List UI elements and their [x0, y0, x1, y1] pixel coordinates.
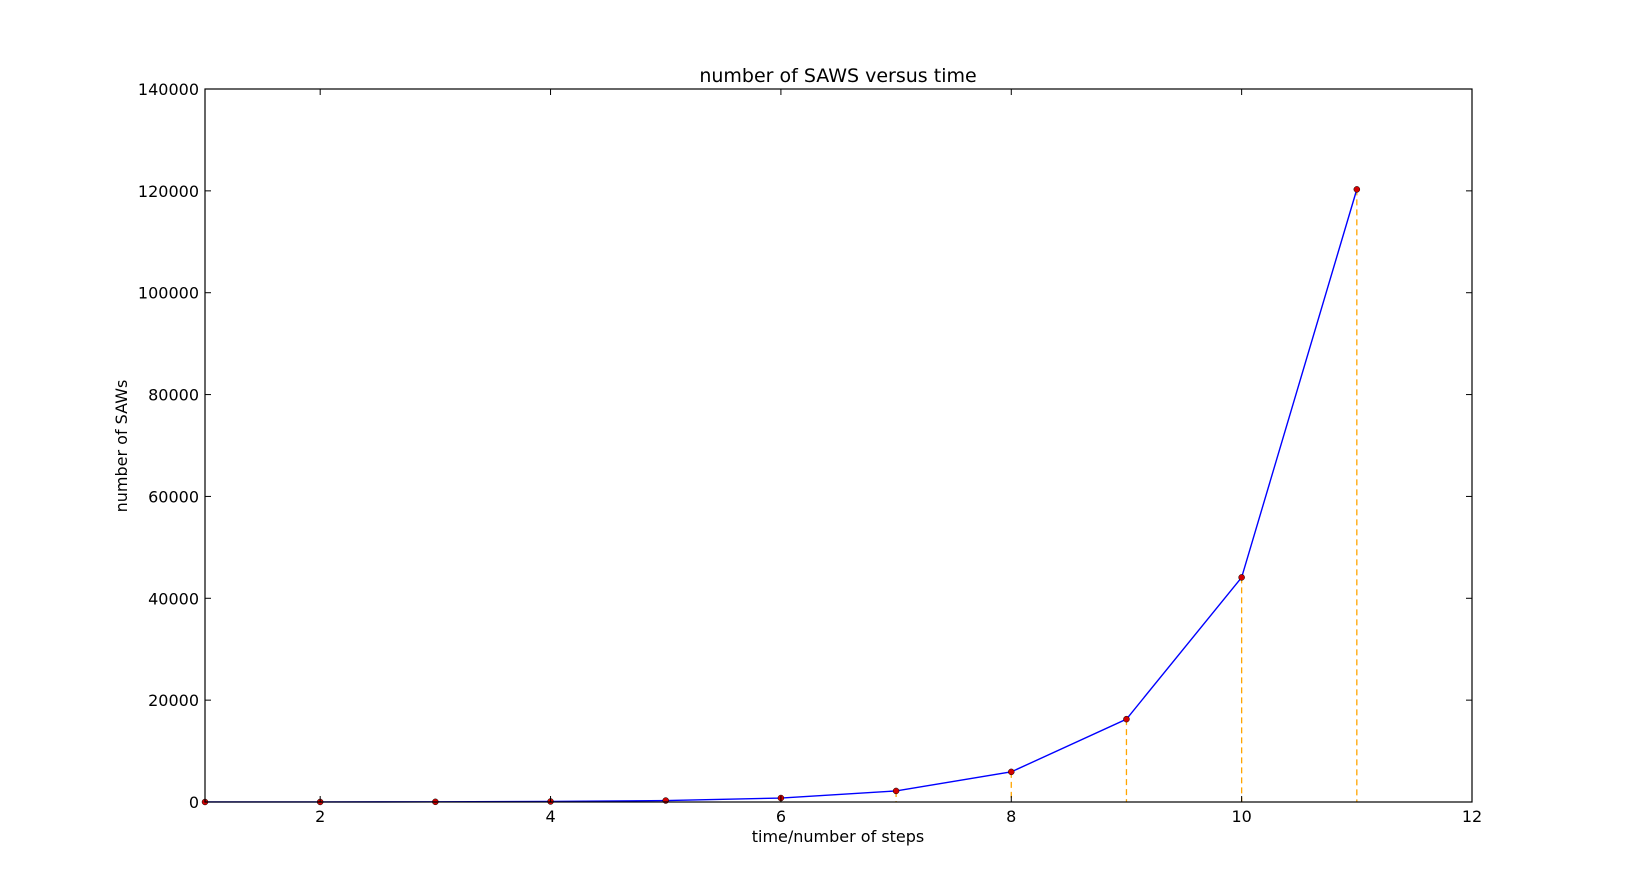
- y-axis-label: number of SAWs: [112, 380, 131, 513]
- data-point: [1238, 574, 1245, 581]
- y-tick-label: 120000: [138, 182, 199, 201]
- series-line: [204, 189, 1358, 803]
- data-point: [1008, 768, 1015, 776]
- droplines: [204, 189, 1358, 802]
- data-markers: [201, 186, 1361, 806]
- x-tick-label: 4: [545, 807, 555, 826]
- series-line-group: [204, 189, 1358, 803]
- plot-area-frame: [204, 88, 1473, 803]
- y-tick-label: 0: [189, 793, 199, 812]
- y-axis-ticks: 0 20000 40000 60000 80000 100000 120000 140000: [138, 80, 1472, 812]
- y-tick-label: 100000: [138, 284, 199, 303]
- x-tick-label: 10: [1231, 807, 1251, 826]
- y-tick-label: 80000: [148, 386, 199, 405]
- x-tick-label: 6: [776, 807, 786, 826]
- y-tick-label: 20000: [148, 691, 199, 710]
- data-point: [892, 787, 900, 795]
- x-tick-label: 12: [1462, 807, 1482, 826]
- y-tick-label: 40000: [148, 589, 199, 608]
- x-tick-label: 2: [315, 807, 325, 826]
- data-point: [1353, 186, 1361, 193]
- y-tick-label: 140000: [138, 80, 199, 99]
- y-tick-label: 60000: [148, 487, 199, 506]
- x-axis-ticks: 2 4 6 8 10 12: [315, 89, 1482, 826]
- chart-title: number of SAWS versus time: [699, 65, 976, 87]
- x-tick-label: 8: [1006, 807, 1016, 826]
- data-point: [662, 797, 669, 804]
- x-axis-label: time/number of steps: [752, 827, 925, 846]
- data-point: [1123, 715, 1130, 723]
